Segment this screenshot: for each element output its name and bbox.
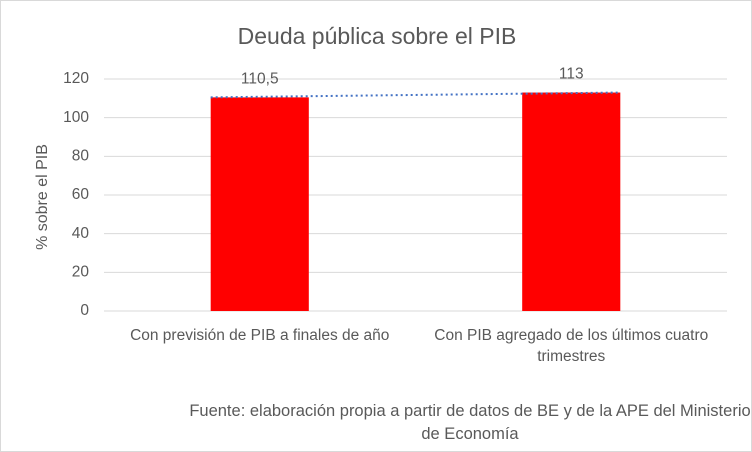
data-label: 113 bbox=[559, 66, 584, 83]
y-tick-label: 120 bbox=[63, 70, 89, 87]
x-tick-label: Con previsión de PIB a finales de año bbox=[130, 327, 390, 344]
y-tick-label: 60 bbox=[72, 186, 90, 203]
y-tick-label: 40 bbox=[72, 225, 90, 242]
chart-title: Deuda pública sobre el PIB bbox=[238, 23, 517, 49]
x-tick-label: Con PIB agregado de los últimos cuatro t… bbox=[434, 327, 709, 365]
bar bbox=[210, 97, 309, 311]
y-tick-label: 80 bbox=[72, 147, 90, 164]
data-label: 110,5 bbox=[241, 70, 279, 87]
trendline bbox=[210, 91, 621, 99]
y-tick-label: 100 bbox=[63, 109, 89, 126]
y-axis-label: % sobre el PIB bbox=[34, 144, 51, 250]
source-note: Fuente: elaboración propia a partir de d… bbox=[189, 402, 751, 443]
y-tick-label: 20 bbox=[72, 263, 90, 280]
bar bbox=[522, 92, 621, 312]
y-tick-label: 0 bbox=[80, 302, 89, 319]
